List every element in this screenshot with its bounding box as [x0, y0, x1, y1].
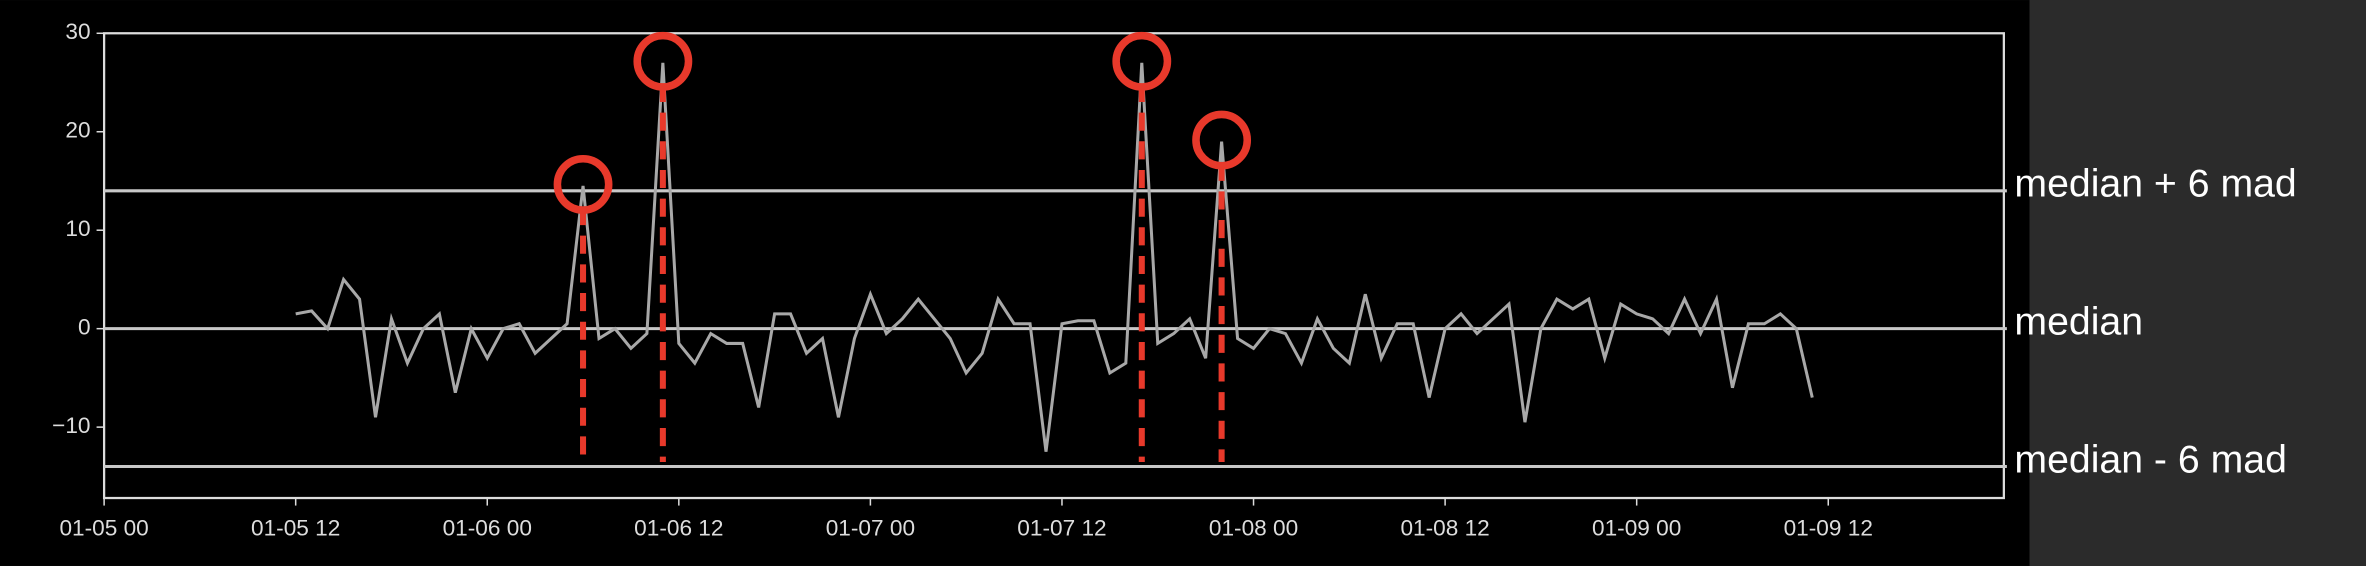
- x-tick-label: 01-05 12: [251, 516, 340, 541]
- anomaly-marker: [553, 154, 613, 214]
- x-tick-label: 01-06 00: [443, 516, 532, 541]
- y-tick-label: −10: [52, 413, 90, 438]
- data-line: [295, 62, 1814, 452]
- axes-frame: [102, 32, 2005, 500]
- x-tick-label: 01-09 00: [1592, 516, 1681, 541]
- x-tick-label: 01-05 00: [59, 516, 148, 541]
- reference-label: median: [2014, 299, 2143, 343]
- y-tick-label: 0: [78, 315, 91, 340]
- x-tick-label: 01-07 00: [826, 516, 915, 541]
- y-tick-label: 20: [65, 118, 90, 143]
- reference-label: median + 6 mad: [2014, 162, 2296, 206]
- y-tick-label: 10: [65, 216, 90, 241]
- y-tick-label: 30: [65, 19, 90, 44]
- anomaly-marker: [633, 31, 693, 91]
- anomaly-marker: [1192, 110, 1252, 170]
- plot-background: [0, 0, 2030, 566]
- x-tick-label: 01-09 12: [1784, 516, 1873, 541]
- reference-label: median - 6 mad: [2014, 437, 2286, 481]
- x-tick-label: 01-06 12: [634, 516, 723, 541]
- x-tick-label: 01-07 12: [1017, 516, 1106, 541]
- x-tick-label: 01-08 00: [1209, 516, 1298, 541]
- anomaly-marker: [1112, 31, 1172, 91]
- x-tick-label: 01-08 12: [1400, 516, 1489, 541]
